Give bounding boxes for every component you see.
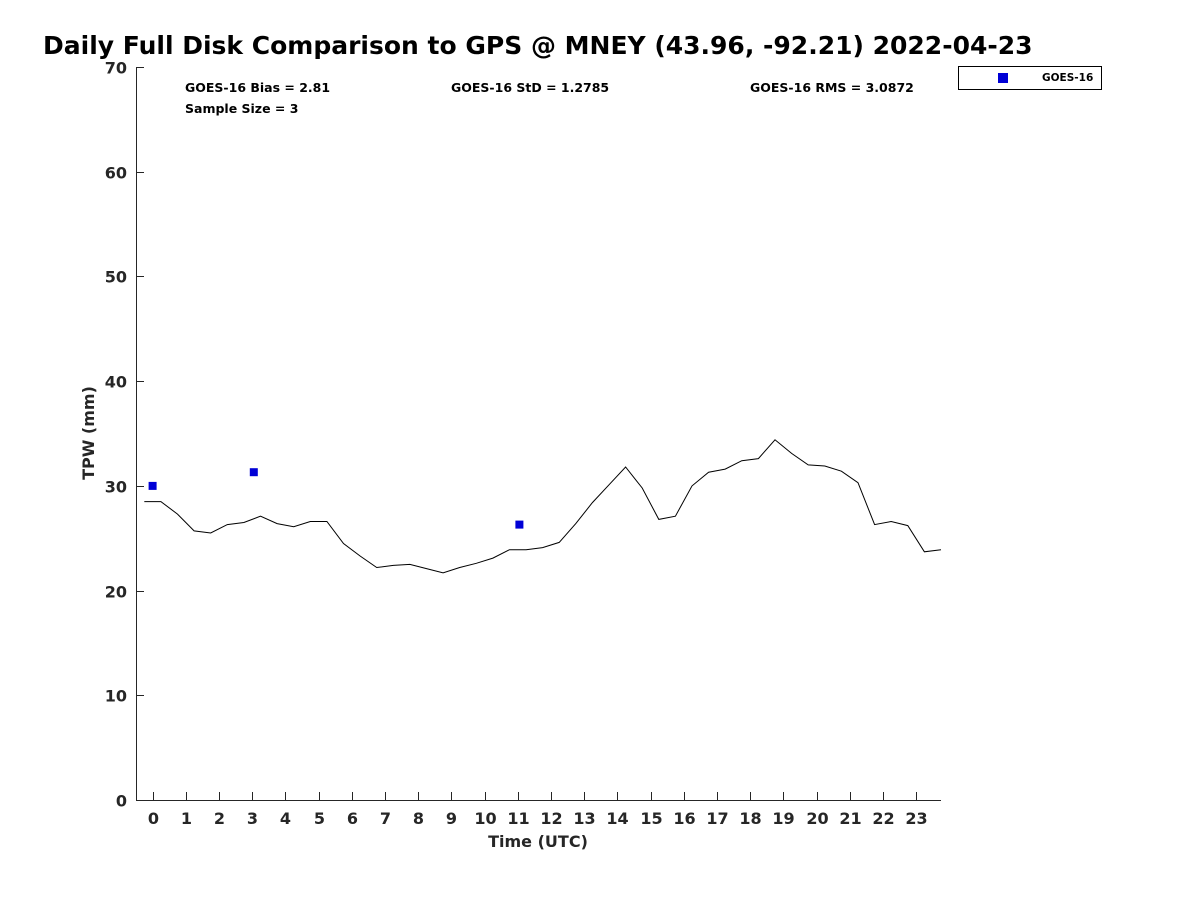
- x-tick-label: 1: [181, 809, 192, 828]
- goes16-point: [515, 520, 524, 529]
- x-tick-label: 19: [772, 809, 794, 828]
- gps-line: [144, 439, 942, 574]
- x-tick-label: 16: [673, 809, 695, 828]
- x-tick-label: 6: [347, 809, 358, 828]
- x-tick-label: 15: [640, 809, 662, 828]
- x-tick-label: 4: [280, 809, 291, 828]
- x-tick-label: 14: [606, 809, 628, 828]
- plot-area: [144, 439, 942, 574]
- x-tick-label: 13: [573, 809, 595, 828]
- x-tick-label: 17: [706, 809, 728, 828]
- stat-bias: GOES-16 Bias = 2.81: [185, 80, 330, 95]
- x-axis: 0 1 2 3 4 5 6 7 8 9 10 11 12 13 14 15 16 17 18 19 20 21 22 23: [136, 792, 941, 828]
- stat-sample-size: Sample Size = 3: [185, 101, 298, 116]
- x-tick-label: 10: [474, 809, 496, 828]
- goes16-point: [249, 468, 258, 477]
- y-tick-label: 30: [105, 478, 127, 497]
- stat-rms: GOES-16 RMS = 3.0872: [750, 80, 914, 95]
- goes16-point: [148, 481, 157, 490]
- x-tick-label: 7: [380, 809, 391, 828]
- x-tick-label: 3: [247, 809, 258, 828]
- legend-box: [958, 66, 1102, 90]
- x-tick-label: 22: [872, 809, 894, 828]
- x-tick-label: 11: [507, 809, 529, 828]
- y-tick-label: 20: [105, 583, 127, 602]
- chart-title: Daily Full Disk Comparison to GPS @ MNEY…: [43, 31, 1033, 60]
- legend-marker-goes16: [998, 73, 1008, 83]
- y-tick-label: 60: [105, 164, 127, 183]
- y-tick-label: 70: [105, 59, 127, 78]
- stat-std: GOES-16 StD = 1.2785: [451, 80, 609, 95]
- y-axis-label: TPW (mm): [79, 386, 98, 480]
- y-tick-label: 50: [105, 268, 127, 287]
- x-tick-label: 0: [148, 809, 159, 828]
- legend: GOES-16: [958, 66, 1102, 90]
- x-tick-label: 12: [540, 809, 562, 828]
- y-tick-label: 40: [105, 373, 127, 392]
- y-tick-label: 10: [105, 687, 127, 706]
- x-tick-label: 5: [314, 809, 325, 828]
- legend-label-goes16: GOES-16: [1042, 72, 1093, 84]
- x-tick-label: 9: [446, 809, 457, 828]
- x-tick-label: 8: [413, 809, 424, 828]
- x-tick-label: 18: [739, 809, 761, 828]
- x-axis-label: Time (UTC): [488, 832, 588, 851]
- x-tick-label: 23: [905, 809, 927, 828]
- x-tick-label: 2: [214, 809, 225, 828]
- x-tick-label: 20: [806, 809, 828, 828]
- x-tick-label: 21: [839, 809, 861, 828]
- y-tick-label: 0: [116, 792, 127, 811]
- y-axis: 0 10 20 30 40 50 60 70: [105, 59, 144, 811]
